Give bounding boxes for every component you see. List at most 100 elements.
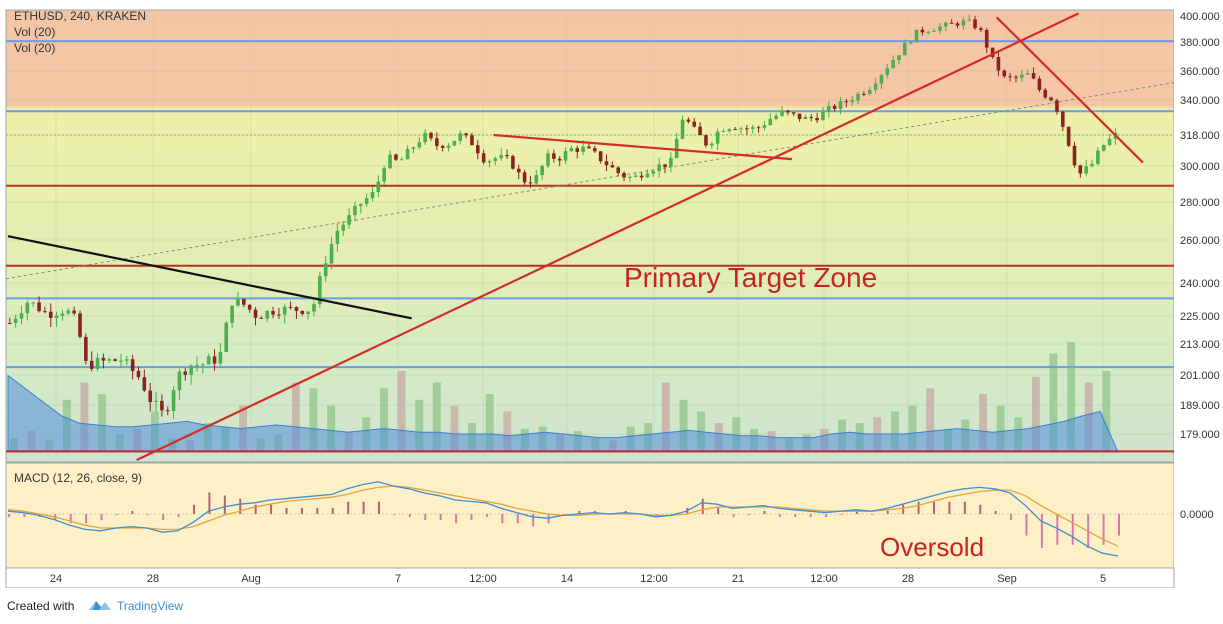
- candle-body: [885, 68, 890, 75]
- candle-body: [505, 155, 509, 157]
- candle-body: [534, 175, 539, 184]
- macd-histogram-bar: [1102, 514, 1105, 545]
- candle-body: [967, 19, 971, 21]
- time-axis-labels: 24 28 Aug 7 12:00 14 12:00 21 12:00 28 Sep 5: [50, 573, 1106, 585]
- candle-body: [996, 57, 1001, 71]
- price-axis-label: 300.000: [1180, 161, 1220, 173]
- candle-body: [984, 29, 989, 48]
- candle-body: [563, 151, 568, 161]
- candle-body: [762, 125, 767, 128]
- candle-body: [908, 42, 913, 44]
- macd-histogram-bar: [162, 514, 165, 521]
- candle-body: [148, 390, 152, 402]
- candle-body: [1020, 74, 1024, 78]
- macd-indicator: [6, 481, 1174, 557]
- candle-body: [593, 148, 597, 152]
- macd-histogram-bar: [177, 514, 180, 518]
- volume-bar: [503, 411, 512, 452]
- candle-body: [282, 306, 287, 315]
- candle-body: [528, 182, 533, 184]
- macd-histogram-bar: [778, 514, 781, 518]
- candle-body: [815, 117, 819, 121]
- candle-body: [177, 371, 182, 391]
- candle-body: [101, 357, 106, 361]
- candle-body: [768, 119, 773, 126]
- macd-histogram-bar: [347, 501, 350, 514]
- candle-body: [329, 244, 334, 264]
- price-axis-label: 360.000: [1180, 66, 1220, 78]
- volume-bar: [979, 394, 987, 452]
- macd-histogram-bar: [917, 501, 920, 514]
- candle-body: [1107, 138, 1112, 146]
- candle-body: [8, 323, 12, 324]
- volume-bar: [732, 417, 741, 452]
- candle-body: [154, 400, 158, 402]
- tradingview-link[interactable]: TradingView: [117, 599, 184, 613]
- price-pane[interactable]: [5, 9, 1175, 463]
- candle-body: [107, 359, 112, 361]
- trendline-descending-resistance: [995, 16, 1144, 164]
- macd-histogram-bar: [717, 507, 720, 514]
- candle-body: [136, 370, 141, 378]
- candlesticks: [8, 14, 1118, 420]
- candle-body: [323, 263, 328, 277]
- macd-pane[interactable]: [5, 462, 1175, 569]
- candle-body: [651, 171, 656, 174]
- trendline-black-downtrend: [7, 235, 412, 320]
- macd-histogram-bar: [270, 504, 273, 514]
- macd-histogram-bar: [439, 514, 442, 521]
- price-axis-labels: 400.000 380.000 360.000 340.000 318.000 300.0…: [1180, 11, 1220, 441]
- candle-body: [130, 359, 135, 371]
- volume-bar: [926, 388, 935, 452]
- candle-body: [581, 146, 585, 152]
- price-axis-label: 240.000: [1180, 278, 1220, 290]
- candle-body: [914, 29, 919, 43]
- candle-body: [961, 20, 966, 26]
- candle-body: [347, 214, 351, 225]
- candle-body: [856, 93, 860, 101]
- candle-body: [903, 43, 907, 56]
- candle-body: [511, 156, 515, 169]
- candle-body: [920, 29, 925, 33]
- price-axis[interactable]: [1174, 10, 1223, 462]
- candle-body: [72, 310, 76, 314]
- candle-body: [66, 310, 71, 314]
- macd-histogram-bar: [979, 504, 982, 514]
- candle-body: [628, 176, 632, 178]
- macd-histogram-bar: [902, 504, 905, 514]
- time-axis-label: 12:00: [640, 573, 668, 585]
- time-axis-label: 12:00: [810, 573, 838, 585]
- footer: Created with TradingView: [0, 588, 1223, 624]
- trendline-rising-support: [136, 12, 1080, 461]
- candle-body: [540, 165, 544, 176]
- price-axis-label: 380.000: [1180, 37, 1220, 49]
- macd-histogram-bar: [285, 507, 288, 514]
- candle-body: [499, 155, 503, 159]
- candle-body: [774, 115, 778, 120]
- volume-bar: [327, 405, 336, 452]
- candle-body: [786, 110, 790, 113]
- candle-body: [973, 19, 977, 29]
- trendlines: [7, 12, 1144, 461]
- candle-body: [113, 359, 117, 361]
- candle-body: [803, 116, 808, 119]
- candle-body: [569, 148, 574, 152]
- macd-histogram-bar: [1040, 514, 1043, 548]
- macd-axis[interactable]: [1174, 463, 1223, 568]
- candle-body: [686, 119, 691, 122]
- volume-legend-1: Vol (20): [14, 25, 55, 39]
- time-axis-label: 28: [902, 573, 914, 585]
- macd-histogram-bar: [1118, 514, 1120, 536]
- candle-body: [674, 138, 679, 159]
- time-axis[interactable]: [5, 567, 1175, 588]
- macd-histogram-bar: [408, 514, 411, 518]
- candle-body: [31, 302, 35, 304]
- price-axis-label: 318.000: [1180, 130, 1220, 142]
- price-axis-label: 179.000: [1180, 429, 1220, 441]
- chart-svg: 380.684332.895233.026204.026318.00002:05…: [5, 9, 1223, 588]
- macd-histogram-bar: [85, 514, 88, 524]
- candle-body: [1066, 126, 1071, 146]
- candle-body: [1090, 163, 1094, 167]
- time-axis-label: Sep: [997, 573, 1017, 585]
- candle-body: [405, 148, 410, 160]
